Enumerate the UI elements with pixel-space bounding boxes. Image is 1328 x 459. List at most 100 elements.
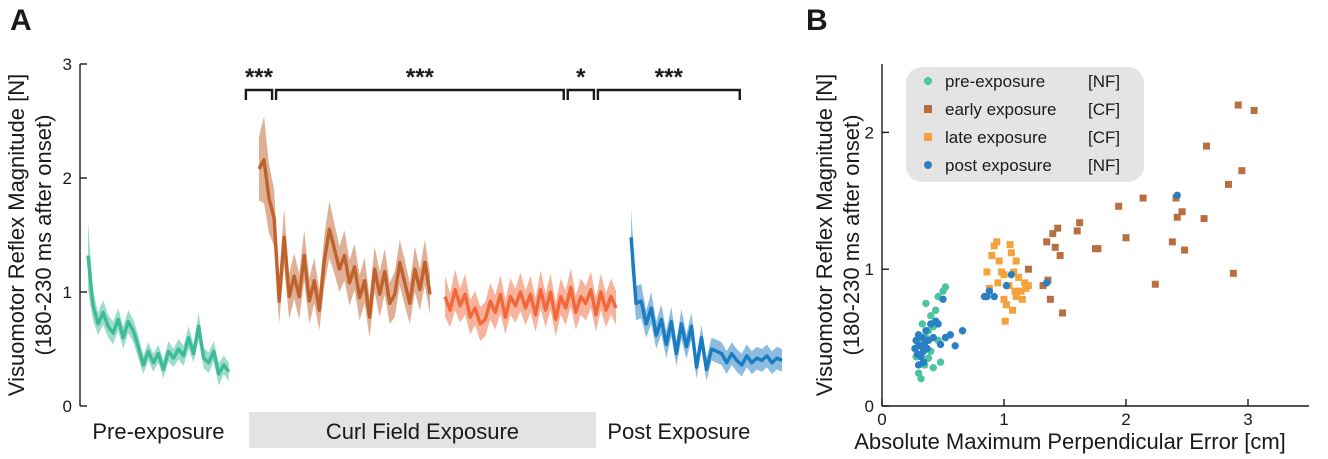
significance-label: *** — [406, 64, 435, 91]
series-early-exposure — [257, 116, 432, 338]
series-post-exposure — [629, 208, 783, 381]
scatter-point — [1076, 219, 1084, 227]
scatter-point — [1115, 202, 1123, 210]
panel-a-series — [86, 116, 783, 386]
scatter-point — [918, 320, 926, 328]
scatter-point — [994, 279, 1002, 287]
scatter-point — [1043, 279, 1051, 287]
scatter-point — [1181, 246, 1189, 254]
scatter-point — [941, 283, 950, 291]
legend-entry-pre-exposure: pre-exposure [NF] — [924, 72, 1120, 91]
legend-entry-post-exposure: post exposure [NF] — [924, 156, 1120, 175]
scatter-point — [1007, 270, 1016, 279]
scatter-point — [1012, 257, 1020, 265]
scatter-point — [1224, 180, 1232, 188]
panel-b: B Visuomotor Reflex Magnitude [N] (180-2… — [806, 4, 1309, 454]
scatter-point — [1001, 317, 1009, 325]
panel-b-xtick-label: 3 — [1243, 410, 1252, 429]
panel-a-ytick-label: 0 — [63, 397, 72, 416]
significance-bracket-line — [244, 88, 274, 100]
mean-line-pre-exposure — [86, 255, 231, 376]
sem-band-early-exposure — [259, 116, 430, 338]
scatter-point — [993, 238, 1001, 246]
panel-b-ylabel: Visuomotor Reflex Magnitude [N] — [812, 74, 837, 396]
mean-line-early-exposure — [257, 158, 432, 319]
legend-marker-post-exposure — [924, 161, 932, 169]
scatter-point — [923, 344, 931, 353]
panel-b-xtick-label: 0 — [877, 410, 886, 429]
scatter-point — [1073, 227, 1081, 235]
scatter-point — [1151, 280, 1159, 288]
scatter-point — [1002, 281, 1011, 290]
scatter-point — [1046, 295, 1054, 303]
scatter-point — [936, 340, 945, 349]
legend-background — [906, 67, 1144, 182]
scatter-series-late-exposure-cf — [983, 238, 1032, 325]
scatter-point — [1011, 287, 1019, 295]
scatter-point — [917, 374, 925, 383]
legend-field-late-exposure: [CF] — [1088, 128, 1120, 147]
significance-label: * — [576, 64, 586, 91]
scatter-point — [939, 295, 947, 303]
legend-marker-pre-exposure — [924, 77, 932, 85]
panel-b-points — [911, 101, 1258, 383]
legend-label-early-exposure: early exposure — [945, 100, 1057, 119]
scatter-point — [936, 358, 945, 366]
scatter-point — [924, 354, 933, 362]
panel-a-ytick-label: 1 — [63, 283, 72, 302]
scatter-point — [1007, 249, 1015, 257]
scatter-point — [951, 342, 959, 350]
scatter-point — [922, 327, 930, 335]
scatter-point — [983, 268, 991, 276]
scatter-point — [1056, 252, 1064, 260]
scatter-point — [1178, 208, 1186, 216]
significance-label: *** — [655, 64, 684, 91]
scatter-point — [1024, 282, 1032, 290]
scatter-point — [995, 257, 1003, 265]
legend-field-post-exposure: [NF] — [1088, 156, 1120, 175]
scatter-point — [1017, 287, 1025, 295]
legend-entry-late-exposure: late exposure [CF] — [924, 128, 1120, 147]
scatter-point — [1012, 293, 1020, 301]
panel-a-ylabel-sub: (180-230 ms after onset) — [31, 115, 56, 356]
sem-band-late-exposure — [445, 268, 616, 341]
scatter-point — [1094, 245, 1102, 253]
scatter-point — [1173, 191, 1181, 200]
scatter-point — [990, 242, 998, 250]
sem-band-post-exposure — [631, 208, 782, 381]
legend-entry-early-exposure: early exposure [CF] — [924, 100, 1120, 119]
legend-field-early-exposure: [CF] — [1088, 100, 1120, 119]
significance-bracket-line — [274, 88, 565, 100]
phase-label-curl-field-exposure: Curl Field Exposure — [326, 419, 519, 444]
scatter-point — [929, 333, 937, 342]
scatter-point — [1009, 306, 1017, 314]
panel-b-xtick-label: 2 — [1121, 410, 1130, 429]
legend-label-pre-exposure: pre-exposure — [945, 72, 1045, 91]
scatter-point — [1018, 295, 1026, 303]
panel-a-ylabel-group: Visuomotor Reflex Magnitude [N] (180-230… — [4, 74, 56, 396]
panel-b-ytick-label: 2 — [865, 123, 874, 142]
scatter-series-post-exposure-nf — [911, 191, 1181, 369]
scatter-point — [1168, 238, 1176, 246]
significance-bracket: *** — [244, 64, 274, 100]
panel-a-significance: *** *** * *** — [244, 64, 741, 100]
scatter-point — [1000, 295, 1008, 303]
scatter-point — [1203, 142, 1211, 150]
mean-line-late-exposure — [443, 285, 618, 326]
legend-marker-early-exposure — [924, 105, 932, 113]
scatter-point — [1015, 273, 1023, 281]
scatter-point — [985, 287, 994, 295]
legend-label-late-exposure: late exposure — [945, 128, 1047, 147]
panel-b-ylabel-sub: (180-230 ms after onset) — [839, 115, 864, 356]
scatter-point — [919, 358, 928, 366]
scatter-point — [958, 327, 967, 335]
scatter-point — [1002, 301, 1010, 309]
scatter-point — [1051, 243, 1059, 251]
significance-bracket: *** — [596, 64, 741, 100]
scatter-point — [1250, 107, 1258, 115]
panel-a-ytick-label: 3 — [63, 55, 72, 74]
legend-label-post-exposure: post exposure — [945, 156, 1052, 175]
panel-b-xlabel: Absolute Maximum Perpendicular Error [cm… — [854, 429, 1286, 454]
scatter-point — [1173, 213, 1181, 221]
